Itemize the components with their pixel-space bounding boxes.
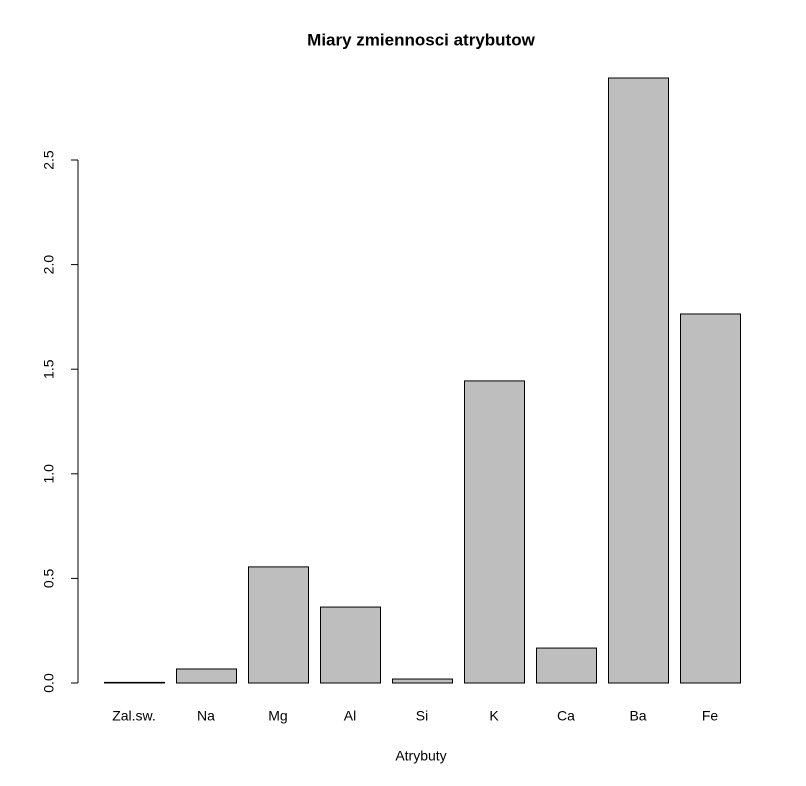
x-tick-label: K [489,708,499,724]
y-tick-label: 1.0 [41,464,57,484]
x-tick-label: Mg [268,708,287,724]
x-tick-label: Ca [557,708,575,724]
y-tick-label: 0.0 [41,673,57,693]
x-tick-label: Na [197,708,215,724]
bar [248,566,309,684]
bar [464,380,525,684]
y-tick-label: 2.0 [41,255,57,275]
x-tick-label: Fe [702,708,719,724]
bar [176,668,237,684]
chart-title: Miary zmiennosci atrybutow [307,30,535,49]
bar [104,681,165,684]
bar [680,313,741,684]
bar [320,606,381,684]
y-tick-label: 0.5 [41,568,57,588]
x-axis-label: Atrybuty [395,748,446,764]
x-tick-label: Ba [629,708,646,724]
bar [608,77,669,684]
x-tick-label: Si [416,708,428,724]
x-tick-label: Zal.sw. [112,708,156,724]
y-tick-label: 1.5 [41,359,57,379]
x-tick-label: Al [344,708,356,724]
y-tick-label: 2.5 [41,150,57,170]
bar [536,647,597,684]
bar [392,678,453,684]
